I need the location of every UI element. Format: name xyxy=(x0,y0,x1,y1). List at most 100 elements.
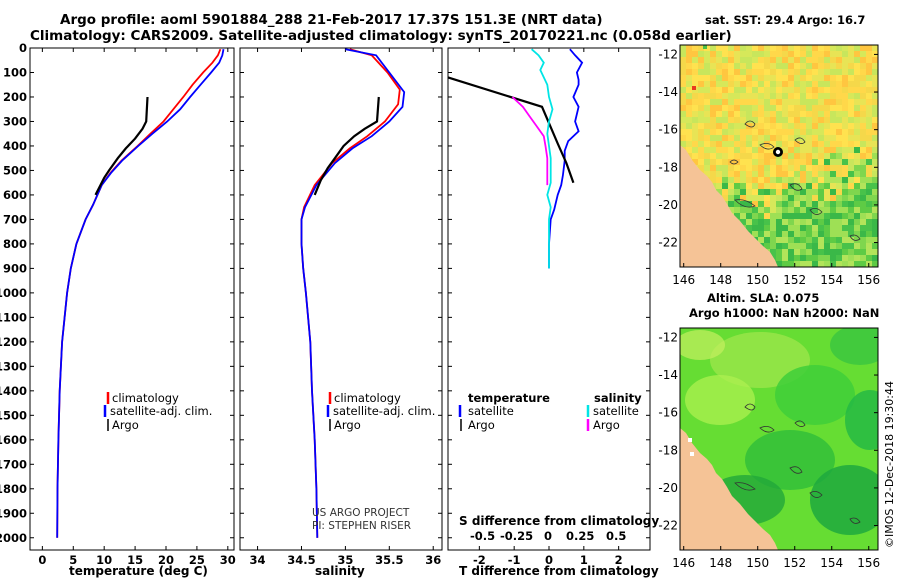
x-tick-label: 0 xyxy=(545,553,553,567)
salinity-axes-frame xyxy=(239,47,443,551)
lat-tick-label: -16 xyxy=(658,123,678,137)
sst-land xyxy=(680,145,778,267)
depth-tick-label: 1900 xyxy=(0,506,27,520)
figure-title-line2: Climatology: CARS2009. Satellite-adjuste… xyxy=(30,28,732,44)
series-line-argo xyxy=(313,96,380,196)
lat-tick-label: -12 xyxy=(658,330,678,344)
x-tick-label: 25 xyxy=(189,553,205,567)
legend-temperature-heading: temperature xyxy=(468,391,550,405)
lat-tick-label: -14 xyxy=(658,85,678,99)
lon-tick-label: 156 xyxy=(857,556,880,570)
depth-tick-label: 1000 xyxy=(0,286,27,300)
depth-tick-label: 300 xyxy=(3,114,27,128)
sla-map-title-2: Argo h1000: NaN h2000: NaN xyxy=(689,306,879,320)
credit-project: US ARGO PROJECT xyxy=(312,507,410,519)
legend-salinity-heading: salinity xyxy=(594,391,642,405)
depth-tick-label: 1700 xyxy=(0,457,27,471)
lat-tick-label: -22 xyxy=(658,519,678,533)
difference-depth-ticks xyxy=(448,47,650,539)
depth-tick-label: 600 xyxy=(3,188,27,202)
salinity-legend: climatology satellite-adj. clim. Argo xyxy=(326,391,435,432)
x-tick-label: 2 xyxy=(615,553,623,567)
x-tick-label: 1 xyxy=(580,553,588,567)
difference-axes-frame xyxy=(447,47,651,551)
imos-timestamp: ©IMOS 12-Dec-2018 19:30:44 xyxy=(883,381,896,548)
depth-tick-label: 900 xyxy=(3,261,27,275)
lat-tick-label: -12 xyxy=(658,47,678,61)
depth-tick-label: 1800 xyxy=(0,482,27,496)
difference-series xyxy=(447,48,584,269)
depth-tick-label: 1400 xyxy=(0,384,27,398)
lon-tick-label: 154 xyxy=(820,556,843,570)
s-tick: 0 xyxy=(544,529,552,543)
figure-title-line1: Argo profile: aoml 5901884_288 21-Feb-20… xyxy=(60,12,603,28)
depth-tick-label: 700 xyxy=(3,212,27,226)
s-tick: -0.25 xyxy=(500,529,533,543)
x-tick-label: 15 xyxy=(127,553,143,567)
lat-tick-label: -20 xyxy=(658,198,678,212)
lon-tick-label: 148 xyxy=(709,273,732,287)
depth-tick-label: 100 xyxy=(3,65,27,79)
sla-map-frame xyxy=(679,327,879,551)
x-tick-label: -1 xyxy=(508,553,521,567)
s-tick: 0.25 xyxy=(566,529,594,543)
salinity-ticks: 34 34.5 35 35.5 36 xyxy=(250,48,441,567)
x-tick-label: -2 xyxy=(473,553,486,567)
s-tick: -0.5 xyxy=(470,529,495,543)
lat-tick-label: -14 xyxy=(658,368,678,382)
depth-tick-label: 1100 xyxy=(0,310,27,324)
lon-tick-label: 154 xyxy=(820,273,843,287)
difference-panel: -2 -1 0 1 2 T difference from climatology S … xyxy=(447,47,659,578)
temperature-axes-frame xyxy=(29,47,235,551)
lat-tick-label: -16 xyxy=(658,406,678,420)
sst-map-frame xyxy=(679,44,879,268)
depth-tick-label: 1300 xyxy=(0,359,27,373)
legend2-argo-label: Argo xyxy=(334,418,361,432)
legend-t-satellite-label: satellite xyxy=(468,404,514,418)
series-line-temperature-argo xyxy=(447,76,575,184)
depth-ticks: 0 100 200 300 400 500 600 700 800 900 1000 1100 1200… xyxy=(0,41,234,545)
temperature-axis-label: temperature (deg C) xyxy=(69,564,208,578)
x-tick-label: 34 xyxy=(250,553,266,567)
difference-legend: temperature salinity satellite Argo sate… xyxy=(458,391,642,432)
t-difference-axis-label: T difference from climatology xyxy=(459,564,659,578)
legend-s-satellite-label: satellite xyxy=(593,404,639,418)
lat-tick-label: -18 xyxy=(658,160,678,174)
lon-tick-label: 152 xyxy=(783,273,806,287)
series-line-temperature-satellite xyxy=(548,48,584,269)
depth-tick-label: 0 xyxy=(19,41,27,55)
t-difference-ticks: -2 -1 0 1 2 xyxy=(473,48,623,567)
legend-t-argo-label: Argo xyxy=(468,418,495,432)
sla-reef-contours xyxy=(734,403,861,524)
sla-land xyxy=(680,428,778,550)
lon-tick-label: 146 xyxy=(672,556,695,570)
depth-tick-label: 500 xyxy=(3,163,27,177)
series-line-salinity-argo xyxy=(511,96,549,186)
salinity-depth-ticks xyxy=(240,47,442,539)
lon-tick-label: 148 xyxy=(709,556,732,570)
temperature-ticks: 0 5 10 15 20 25 30 xyxy=(38,48,236,567)
x-tick-label: 35 xyxy=(337,553,353,567)
sst-map-title: sat. SST: 29.4 Argo: 16.7 xyxy=(705,13,865,27)
x-tick-label: 36 xyxy=(425,553,441,567)
salinity-series xyxy=(300,48,406,538)
lat-tick-label: -18 xyxy=(658,443,678,457)
lon-tick-label: 150 xyxy=(746,556,769,570)
lon-tick-label: 150 xyxy=(746,273,769,287)
depth-tick-label: 1500 xyxy=(0,408,27,422)
x-tick-label: 35.5 xyxy=(375,553,403,567)
sla-map-ticks: 146 148 150 152 154 156 -12 -14 -16 -18 -20 -22 xyxy=(658,330,880,570)
salinity-panel: 34 34.5 35 35.5 36 salinity climatology sate… xyxy=(239,47,443,578)
credit-pi: PI: STEPHEN RISER xyxy=(312,520,411,532)
lon-tick-label: 156 xyxy=(857,273,880,287)
depth-tick-label: 800 xyxy=(3,237,27,251)
depth-tick-label: 2000 xyxy=(0,531,27,545)
x-tick-label: 20 xyxy=(158,553,174,567)
legend2-satellite-label: satellite-adj. clim. xyxy=(333,404,435,418)
s-difference-ticks: -0.5 -0.25 0 0.25 0.5 xyxy=(470,529,626,543)
depth-tick-label: 200 xyxy=(3,90,27,104)
depth-tick-label: 400 xyxy=(3,139,27,153)
depth-tick-label: 1600 xyxy=(0,433,27,447)
sst-reef-contours xyxy=(729,120,861,241)
